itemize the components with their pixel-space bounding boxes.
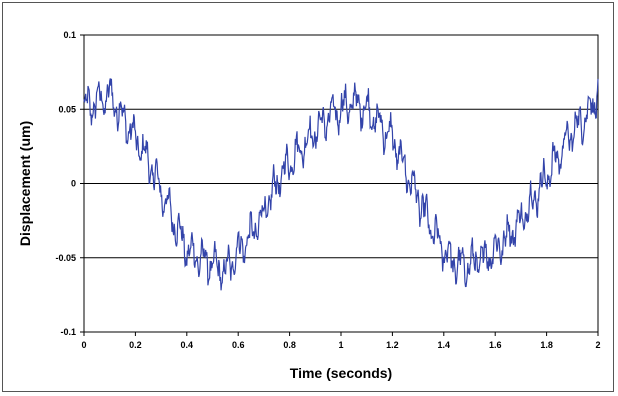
displacement-series-line [83, 78, 599, 291]
y-axis-ticks: -0.1 -0.05 0 0.05 0.1 [55, 30, 84, 337]
x-tick-label: 1.2 [386, 340, 399, 350]
y-tick-label: -0.05 [55, 253, 76, 263]
x-tick-label: 1 [338, 340, 343, 350]
y-tick-label: 0 [71, 179, 76, 189]
x-tick-label: 0.8 [283, 340, 296, 350]
x-tick-label: 1.8 [540, 340, 553, 350]
x-tick-label: 1.4 [438, 340, 451, 350]
x-tick-label: 0 [81, 340, 86, 350]
x-tick-label: 0.6 [232, 340, 245, 350]
x-axis-ticks: 0 0.2 0.4 0.6 0.8 1 1.2 1.4 1.6 1.8 2 [81, 332, 601, 350]
x-tick-label: 2 [595, 340, 600, 350]
y-tick-label: 0.05 [58, 104, 76, 114]
chart-frame [2, 2, 614, 392]
x-tick-label: 0.2 [129, 340, 142, 350]
y-axis-title: Displacement (um) [17, 121, 33, 246]
x-tick-label: 1.6 [489, 340, 502, 350]
x-tick-label: 0.4 [181, 340, 194, 350]
x-axis-title: Time (seconds) [290, 365, 392, 381]
y-tick-label: 0.1 [63, 30, 76, 40]
y-tick-label: -0.1 [60, 327, 76, 337]
horizontal-gridlines [84, 108, 598, 259]
